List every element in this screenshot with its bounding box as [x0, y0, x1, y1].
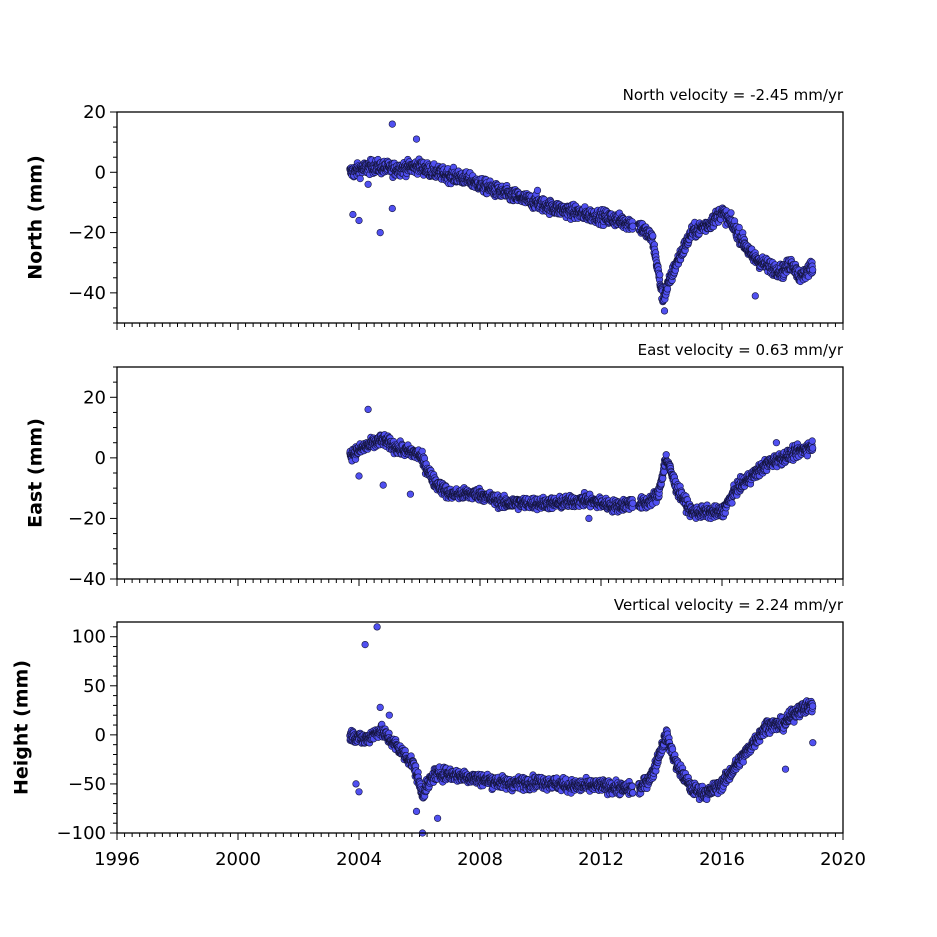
north-velocity-label: North velocity = -2.45 mm/yr	[623, 86, 844, 104]
y-tick-label: −20	[68, 508, 106, 529]
data-point	[349, 210, 357, 219]
east-y-ticks: 20 0 −20 −40	[68, 366, 117, 590]
data-point	[809, 444, 817, 452]
east-y-axis-title: East (mm)	[25, 418, 47, 528]
east-data-points	[346, 405, 817, 523]
height-y-ticks: 100 50 0 −50 −100	[57, 626, 117, 844]
east-velocity-label: East velocity = 0.63 mm/yr	[638, 341, 844, 359]
x-tick-label: 2008	[457, 849, 503, 870]
height-x-ticks: 1996 2000 2004 2008 2012 2016 2020	[94, 833, 866, 870]
north-y-ticks: 20 0 −20 −40	[68, 102, 117, 324]
north-data-points	[346, 120, 817, 315]
data-point	[728, 499, 736, 507]
x-tick-label: 2016	[699, 849, 745, 870]
north-panel: North velocity = -2.45 mm/yr North (mm) …	[25, 86, 844, 330]
x-tick-label: 2004	[336, 849, 382, 870]
data-point	[356, 175, 364, 183]
data-point	[662, 451, 670, 459]
data-point	[376, 229, 384, 237]
y-tick-label: 0	[95, 448, 106, 469]
x-tick-label: 1996	[94, 849, 140, 870]
data-point	[533, 186, 542, 194]
y-tick-label: −20	[68, 223, 106, 244]
y-tick-label: −40	[68, 283, 106, 304]
east-x-ticks	[116, 579, 844, 586]
height-data-points	[346, 623, 817, 837]
x-tick-label: 2000	[215, 849, 261, 870]
y-tick-label: 0	[95, 725, 106, 746]
north-x-ticks	[116, 323, 844, 330]
y-tick-label: 100	[72, 627, 106, 648]
x-tick-label: 2012	[578, 849, 624, 870]
data-point	[663, 285, 672, 293]
data-point	[808, 437, 816, 445]
data-point	[355, 216, 363, 225]
data-point	[388, 204, 396, 213]
data-point	[355, 472, 363, 480]
data-point	[629, 222, 637, 230]
x-tick-label: 2020	[820, 849, 866, 870]
north-y-axis-title: North (mm)	[25, 155, 47, 280]
data-point	[660, 307, 669, 315]
data-point	[406, 490, 415, 498]
east-panel: East velocity = 0.63 mm/yr East (mm) 20 0…	[25, 341, 844, 590]
y-tick-label: 20	[83, 387, 106, 408]
height-y-axis-title: Height (mm)	[11, 660, 33, 795]
data-point	[388, 120, 396, 128]
data-point	[364, 180, 372, 188]
data-point	[379, 481, 387, 489]
data-point	[412, 135, 421, 143]
y-tick-label: 0	[95, 162, 106, 183]
vertical-velocity-label: Vertical velocity = 2.24 mm/yr	[614, 596, 844, 614]
data-point	[649, 232, 657, 240]
data-point	[364, 405, 372, 414]
y-tick-label: 20	[83, 102, 106, 123]
height-panel: Vertical velocity = 2.24 mm/yr Height (m…	[11, 596, 866, 870]
data-point	[772, 439, 781, 447]
east-axes-frame	[116, 366, 844, 580]
data-point	[656, 271, 664, 279]
y-tick-label: −40	[68, 569, 106, 590]
data-point	[629, 499, 637, 507]
data-point	[751, 292, 759, 300]
y-tick-label: −50	[68, 774, 106, 795]
y-tick-label: −100	[57, 823, 106, 844]
y-tick-label: 50	[83, 676, 106, 697]
data-point	[585, 514, 593, 523]
data-point	[727, 209, 735, 217]
data-point	[809, 266, 817, 274]
